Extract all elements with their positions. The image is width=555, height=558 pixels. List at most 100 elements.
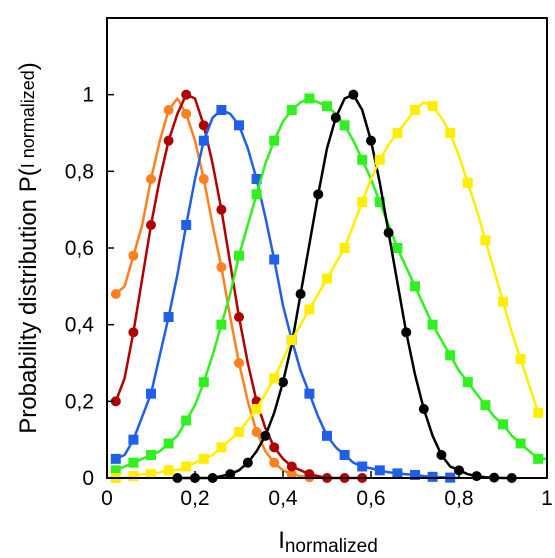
data-point	[410, 469, 420, 480]
y-axis-title-sub: I normalized	[18, 70, 38, 168]
data-point	[216, 319, 227, 330]
series-line	[177, 93, 512, 480]
data-point	[348, 89, 359, 100]
data-point	[286, 461, 297, 472]
data-point	[216, 204, 227, 215]
data-point	[286, 335, 297, 345]
y-tick-label: 0,2	[65, 390, 94, 413]
data-point	[278, 377, 288, 388]
data-point	[163, 438, 174, 449]
data-point	[269, 457, 280, 468]
data-point	[128, 457, 139, 468]
data-point	[383, 227, 394, 238]
y-axis-title-close: )	[15, 62, 42, 70]
data-point	[110, 289, 121, 299]
data-point	[146, 469, 156, 480]
data-point	[234, 312, 244, 322]
x-tick-label: 0,8	[444, 487, 473, 510]
data-point	[146, 388, 156, 399]
data-point	[427, 101, 438, 112]
data-point	[216, 262, 227, 273]
data-point	[128, 250, 139, 261]
data-point	[181, 415, 192, 426]
data-point	[374, 465, 385, 476]
data-point	[110, 396, 121, 407]
data-point	[304, 469, 315, 480]
data-point	[181, 89, 192, 100]
data-point	[198, 453, 209, 464]
data-point	[163, 135, 174, 146]
data-point	[286, 469, 297, 480]
data-point	[322, 273, 332, 284]
data-point	[322, 101, 332, 112]
data-point	[471, 471, 482, 482]
data-point	[225, 469, 236, 480]
series-2	[110, 105, 460, 483]
data-point	[269, 373, 280, 384]
series-3	[110, 93, 547, 476]
data-point	[242, 457, 253, 468]
data-point	[110, 465, 121, 476]
data-point	[251, 174, 262, 184]
data-point	[533, 407, 544, 418]
data-point	[454, 465, 464, 476]
data-point	[304, 388, 315, 399]
data-point	[480, 235, 491, 246]
data-point	[480, 400, 491, 411]
x-tick-label: 0,2	[180, 487, 209, 510]
y-axis-title: Probability distribution P(I normalized)	[15, 62, 42, 434]
data-point	[216, 442, 227, 453]
data-point	[251, 404, 262, 414]
x-axis-ticks: 0 0,2 0,4 0,6 0,8 1	[101, 471, 553, 510]
data-point	[163, 465, 174, 476]
x-axis-title-sub: normalized	[285, 536, 378, 557]
data-point	[445, 350, 456, 361]
data-point	[366, 135, 376, 146]
data-point	[251, 189, 262, 200]
series-5	[110, 101, 544, 483]
y-tick-label: 0	[82, 467, 94, 490]
x-tick-label: 0,6	[356, 487, 385, 510]
data-point	[198, 377, 209, 388]
data-point	[313, 189, 324, 200]
y-tick-label: 0,6	[65, 237, 94, 260]
data-point	[401, 327, 412, 338]
data-point	[427, 471, 438, 482]
data-point	[110, 453, 121, 464]
data-point	[357, 154, 368, 165]
data-point	[392, 243, 403, 253]
series-0	[110, 97, 319, 483]
data-point	[181, 220, 192, 230]
data-point	[418, 404, 429, 414]
data-point	[515, 354, 526, 365]
data-point	[462, 177, 473, 188]
data-point	[198, 174, 209, 184]
data-point	[234, 120, 244, 131]
data-point	[128, 327, 139, 338]
data-point	[234, 250, 244, 261]
data-point	[339, 450, 350, 460]
data-point	[234, 427, 244, 437]
data-point	[163, 105, 174, 115]
data-point	[462, 377, 473, 388]
x-tick-label: 0,4	[268, 487, 298, 510]
data-point	[269, 254, 280, 265]
x-tick-label: 0	[101, 487, 113, 510]
data-point	[128, 434, 139, 445]
data-point	[392, 468, 403, 479]
y-axis-title-main: Probability distribution P(	[15, 168, 42, 433]
data-point	[128, 471, 139, 482]
series-line	[115, 101, 540, 480]
data-point	[339, 243, 350, 253]
data-point	[533, 453, 544, 464]
data-point	[304, 93, 315, 104]
data-point	[181, 461, 192, 472]
data-point	[374, 154, 385, 165]
data-point	[304, 304, 315, 315]
data-point	[146, 220, 156, 230]
data-point	[498, 296, 508, 307]
data-point	[445, 128, 456, 138]
data-point	[216, 105, 227, 115]
y-tick-label: 0,8	[65, 160, 94, 183]
